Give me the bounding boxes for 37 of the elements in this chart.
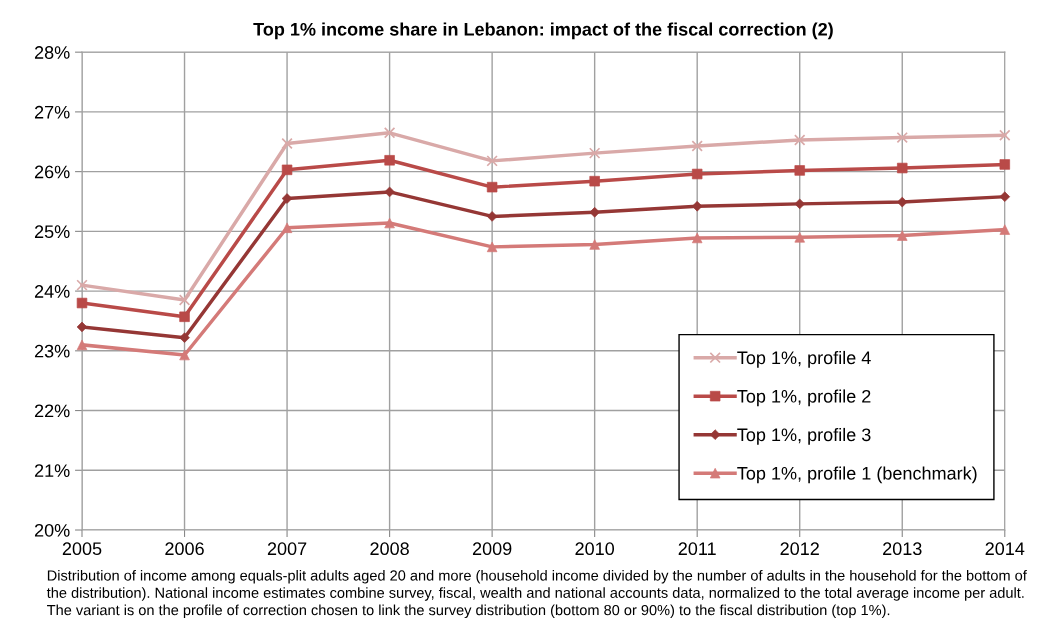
legend-label: Top 1%, profile 1 (benchmark) [737,466,977,484]
x-tick-label: 2008 [370,542,409,556]
y-tick-label: 24% [34,285,70,298]
x-tick-label: 2007 [267,542,307,556]
x-tick-label: 2010 [575,542,615,556]
x-tick-label: 2009 [472,542,512,556]
y-tick-label: 22% [34,404,70,418]
point [486,155,498,167]
legend-label: Top 1%, profile 2 [737,389,871,407]
y-tick-label: 21% [34,464,70,477]
x-tick-label: 2012 [780,542,819,556]
x-tick-label: 2013 [883,542,922,556]
legend-label: Top 1%, profile 4 [737,350,871,368]
point [691,140,703,152]
point [897,162,908,174]
y-tick-label: 23% [34,344,70,358]
x-tick-label: 2006 [165,542,204,556]
point [691,168,703,180]
point [794,134,806,146]
y-tick-label: 25% [34,225,70,239]
chart-title: Top 1% income share in Lebanon: impact of the fiscal correction (2) [253,22,833,40]
text: Distribution of income among equals-plit adults aged 20 and more (household income divided by the number of adults in the household for the bottom of the distribution). National income estimates combine survey, fiscal, wealth and national accounts data, normalized to the total average income per adult. The variant is on the profile of correction chosen to link the survey distribution (bottom 80 or 90%) to the fiscal distribution (top 1%). [46,569,1027,619]
point [76,279,88,291]
y-tick-label: 20% [34,523,70,537]
point [588,147,601,159]
point [383,127,396,139]
y-tick-label: 26% [34,165,70,179]
x-tick-label: 2014 [985,542,1025,556]
point [999,129,1011,141]
y-tick-label: 27% [34,105,70,119]
point [896,131,908,144]
legend-label: Top 1%, profile 3 [737,427,871,445]
x-tick-label: 2005 [62,542,102,556]
y-tick-label: 28% [34,46,70,59]
point [281,137,293,150]
x-tick-label: 2011 [678,542,716,556]
point [178,294,191,306]
